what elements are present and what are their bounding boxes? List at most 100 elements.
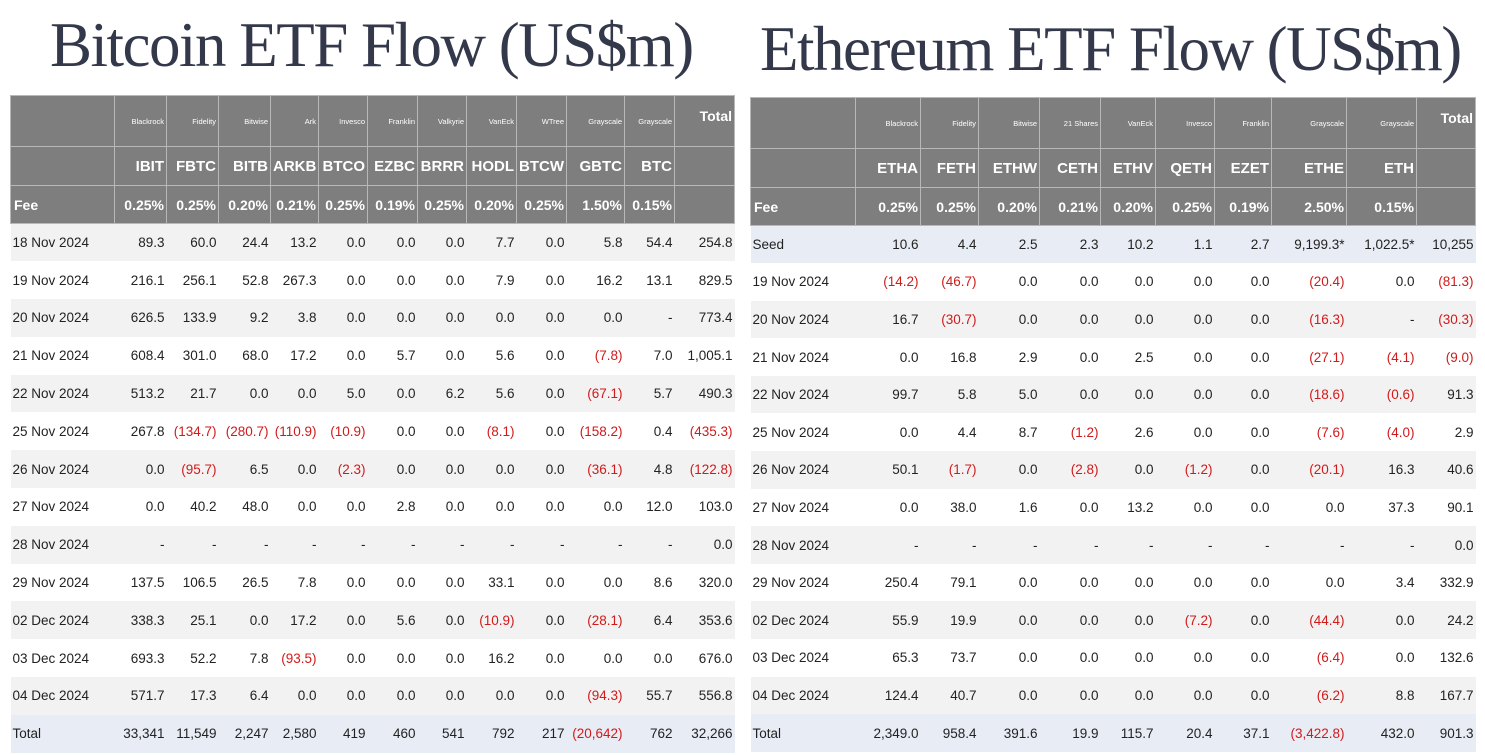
ticker-symbol: HODL (466, 146, 517, 186)
flow-cell: 9.2 (218, 299, 271, 337)
flow-cell: (44.4) (1271, 601, 1347, 640)
flow-cell: - (978, 526, 1040, 564)
flow-cell: (10.9) (466, 601, 517, 640)
flow-cell: 0.0 (417, 639, 467, 678)
flow-cell: 3.8 (270, 299, 319, 337)
flow-cell: 24.4 (218, 223, 271, 262)
flow-cell: 0.0 (1039, 676, 1101, 715)
flow-cell: 13.1 (624, 261, 675, 300)
table-row: 29 Nov 2024 137.5 106.5 26.5 7.8 0.0 0.0 0.0 33.… (10, 563, 735, 602)
row-date: 18 Nov 2024 (10, 223, 115, 262)
flow-cell: 5.6 (367, 601, 418, 640)
table-row: 21 Nov 2024 608.4 301.0 68.0 17.2 0.0 5.7 0.0 5.… (10, 336, 735, 375)
fee-value: 0.20% (978, 187, 1040, 226)
flow-cell: 6.4 (218, 677, 271, 715)
row-total-cell: 40.6 (1416, 451, 1476, 489)
flow-cell: 0.0 (1039, 563, 1101, 602)
fee-value: 2.50% (1271, 187, 1347, 226)
flow-cell: 0.0 (855, 413, 921, 452)
flow-cell: 2.3 (1039, 225, 1101, 264)
flow-cell: 608.4 (114, 336, 167, 375)
flow-cell: 0.0 (367, 299, 418, 337)
flow-cell: 256.1 (166, 261, 219, 300)
bitcoin-table-body: 18 Nov 2024 89.3 60.0 24.4 13.2 0.0 0.0 0.0 7.7 0… (10, 223, 735, 753)
header-blank-cell (750, 97, 856, 149)
flow-cell: 19.9 (920, 601, 979, 640)
flow-cell: 6.2 (417, 374, 467, 413)
flow-cell: 513.2 (114, 374, 167, 413)
totals-cell: (3,422.8) (1271, 714, 1347, 752)
flow-cell: (4.0) (1346, 413, 1417, 452)
flow-cell: 0.0 (1155, 639, 1215, 677)
flow-cell: 0.0 (1100, 263, 1156, 301)
flow-cell: 216.1 (114, 261, 167, 300)
ticker-symbol: ETHA (855, 148, 921, 188)
flow-cell: 7.9 (466, 261, 517, 300)
flow-cell: 0.0 (516, 563, 567, 602)
flow-cell: 0.0 (1155, 338, 1215, 376)
flow-cell: 4.4 (920, 413, 979, 452)
flow-cell: 0.0 (1039, 263, 1101, 301)
flow-cell: 6.4 (624, 601, 675, 640)
flow-cell: 250.4 (855, 563, 921, 602)
flow-cell: 0.0 (1214, 639, 1272, 677)
table-row: 22 Nov 2024 99.7 5.8 5.0 0.0 0.0 0.0 0.0 (18.6)(… (750, 375, 1476, 414)
row-total-cell: (30.3) (1416, 300, 1476, 339)
flow-cell: 0.0 (318, 639, 368, 678)
fee-value: 0.20% (218, 185, 271, 224)
flow-cell: (7.6) (1271, 413, 1347, 452)
flow-cell: 40.2 (166, 488, 219, 526)
issuer-name: Grayscale (566, 95, 625, 147)
flow-cell: 0.0 (1100, 300, 1156, 339)
flow-cell: (30.7) (920, 300, 979, 339)
table-row: 28 Nov 2024- - - - - - - - -0.0 (750, 526, 1476, 564)
flow-cell: 5.6 (466, 374, 517, 413)
flow-cell: 0.0 (1039, 488, 1101, 527)
flow-cell: 65.3 (855, 639, 921, 677)
row-date: 03 Dec 2024 (750, 639, 856, 677)
fee-value: 0.19% (1214, 187, 1272, 226)
bitcoin-etf-table: Blackrock Fidelity Bitwise Ark Invesco Frankl… (10, 95, 735, 753)
flow-cell: 0.0 (516, 336, 567, 375)
flow-cell: 0.0 (466, 488, 517, 526)
ticker-symbol: BTCO (318, 146, 368, 186)
fee-row: Fee 0.25% 0.25% 0.20% 0.21% 0.25% 0.19% 0.25% 0.… (10, 185, 735, 224)
table-row: 21 Nov 2024 0.0 16.8 2.9 0.0 2.5 0.0 0.0 (27.1)(… (750, 338, 1476, 376)
issuer-name: Grayscale (1271, 97, 1347, 149)
flow-cell: 0.0 (1214, 375, 1272, 414)
fee-value: 0.25% (166, 185, 219, 224)
row-total-cell: (435.3) (674, 412, 735, 451)
row-date: 26 Nov 2024 (10, 450, 115, 489)
flow-cell: (1.2) (1039, 413, 1101, 452)
flow-cell: 0.0 (218, 374, 271, 413)
table-row: 28 Nov 2024- - - - - - - - - - -0.0 (10, 525, 735, 564)
flow-cell: - (1214, 526, 1272, 564)
flow-cell: 0.0 (218, 601, 271, 640)
flow-cell: - (1039, 526, 1101, 564)
flow-cell: 2.6 (1100, 413, 1156, 452)
flow-cell: 3.4 (1346, 563, 1417, 602)
ticker-symbol: BRRR (417, 146, 467, 186)
issuer-name: Invesco (318, 95, 368, 147)
totals-cell: 419 (318, 714, 368, 753)
header-blank-cell (10, 146, 115, 186)
row-date: Seed (750, 225, 856, 264)
fee-value: 0.21% (1039, 187, 1101, 226)
row-total-cell: 556.8 (674, 677, 735, 715)
row-date: 22 Nov 2024 (10, 374, 115, 413)
table-row: 04 Dec 2024 124.4 40.7 0.0 0.0 0.0 0.0 0.0 (6.2)… (750, 676, 1476, 715)
flow-cell: 0.0 (1100, 639, 1156, 677)
table-row: 26 Nov 2024 0.0 (95.7) 6.5 0.0 (2.3) 0.0 0.0 0.0… (10, 450, 735, 489)
row-total-cell: 0.0 (674, 525, 735, 564)
row-date: 28 Nov 2024 (10, 525, 115, 564)
flow-cell: 2.7 (1214, 225, 1272, 264)
row-date: 26 Nov 2024 (750, 451, 856, 489)
ticker-symbol: ETHV (1100, 148, 1156, 188)
flow-cell: 37.3 (1346, 488, 1417, 527)
flow-cell: 0.0 (417, 563, 467, 602)
row-total-cell: 90.1 (1416, 488, 1476, 527)
flow-cell: 0.0 (466, 450, 517, 489)
issuer-row: Blackrock Fidelity Bitwise Ark Invesco Frankl… (10, 95, 735, 147)
row-date: 21 Nov 2024 (750, 338, 856, 376)
flow-cell: 0.0 (367, 677, 418, 715)
